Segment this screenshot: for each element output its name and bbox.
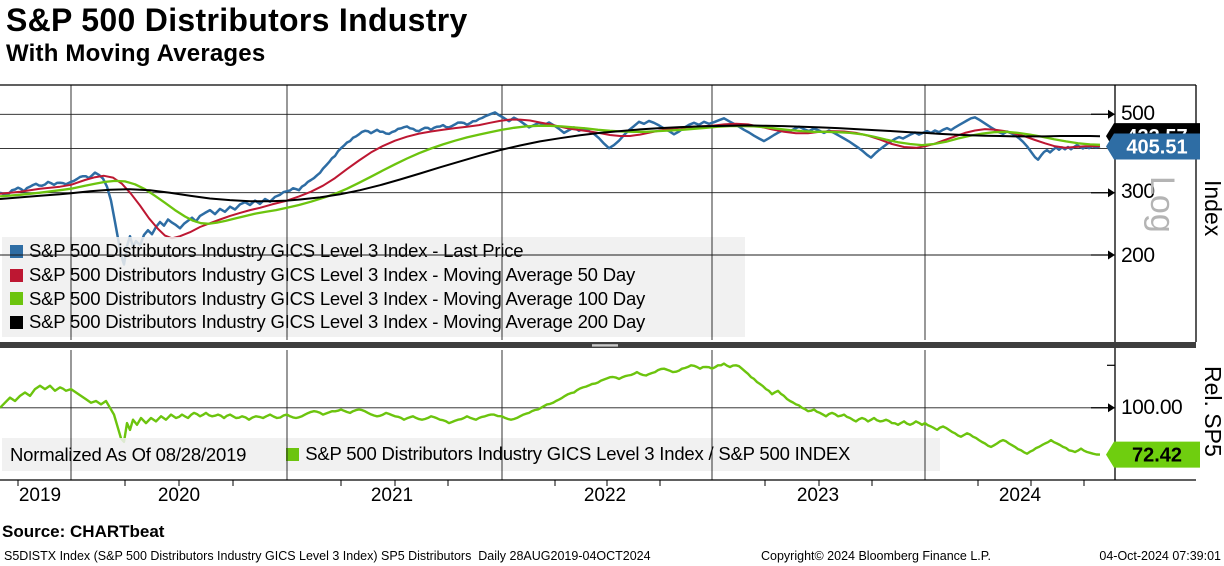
index-axis-title: Index (1200, 180, 1224, 237)
series-ma-200-line (0, 124, 1101, 203)
xtick-2021: 2021 (370, 485, 414, 506)
xtick-2020: 2020 (157, 485, 201, 506)
xtick-2019: 2019 (18, 485, 62, 506)
ytick-500: 500 (1121, 102, 1155, 125)
ytick-200: 200 (1121, 244, 1155, 267)
legend-item-ma50[interactable]: S&P 500 Distributors Industry GICS Level… (10, 263, 745, 285)
legend-item-label: S&P 500 Distributors Industry GICS Level… (29, 287, 646, 309)
series-relative-sp500-line (0, 362, 1101, 456)
log-scale-label[interactable]: Log (1143, 176, 1181, 233)
legend-item-relative[interactable]: S&P 500 Distributors Industry GICS Level… (286, 445, 850, 464)
timestamp: 04-Oct-2024 07:39:01 (1099, 549, 1221, 563)
ytick-300: 300 (1121, 180, 1155, 203)
legend-item-last-price[interactable]: S&P 500 Distributors Industry GICS Level… (10, 242, 745, 261)
page-subtitle: With Moving Averages (6, 40, 266, 67)
ma50-swatch-icon (10, 268, 23, 282)
page-title: S&P 500 Distributors Industry (6, 2, 468, 38)
source-label: Source: CHARTbeat (2, 522, 165, 541)
xtick-2023: 2023 (796, 485, 840, 506)
ma100-swatch-icon (10, 292, 23, 306)
xtick-2024: 2024 (998, 485, 1042, 506)
relative-swatch-icon (286, 448, 300, 461)
last-price-swatch-icon (10, 244, 23, 258)
series-ma-50-line (0, 118, 1100, 240)
legend-item-ma100[interactable]: S&P 500 Distributors Industry GICS Level… (10, 287, 745, 309)
ticker-description: S5DISTX Index (S&P 500 Distributors Indu… (4, 549, 651, 563)
top-legend: S&P 500 Distributors Industry GICS Level… (2, 237, 745, 337)
bottom-legend: Normalized As Of 08/28/2019 S&P 500 Dist… (2, 438, 940, 471)
legend-item-label: S&P 500 Distributors Industry GICS Level… (29, 240, 524, 262)
legend-item-label: S&P 500 Distributors Industry GICS Level… (29, 311, 646, 333)
legend-item-ma200[interactable]: S&P 500 Distributors Industry GICS Level… (10, 313, 745, 332)
ma200-swatch-icon (10, 316, 23, 329)
copyright-text: Copyright© 2024 Bloomberg Finance L.P. (761, 549, 991, 563)
legend-item-label: S&P 500 Distributors Industry GICS Level… (29, 263, 636, 285)
ytick-100: 100.00 (1121, 396, 1183, 419)
normalized-note: Normalized As Of 08/28/2019 (10, 443, 247, 465)
rel-sp5-axis-title: Rel. SP5 (1200, 366, 1224, 457)
xtick-2022: 2022 (583, 485, 627, 506)
series-ma-100-line (0, 124, 1101, 225)
legend-item-label: S&P 500 Distributors Industry GICS Level… (305, 443, 851, 465)
